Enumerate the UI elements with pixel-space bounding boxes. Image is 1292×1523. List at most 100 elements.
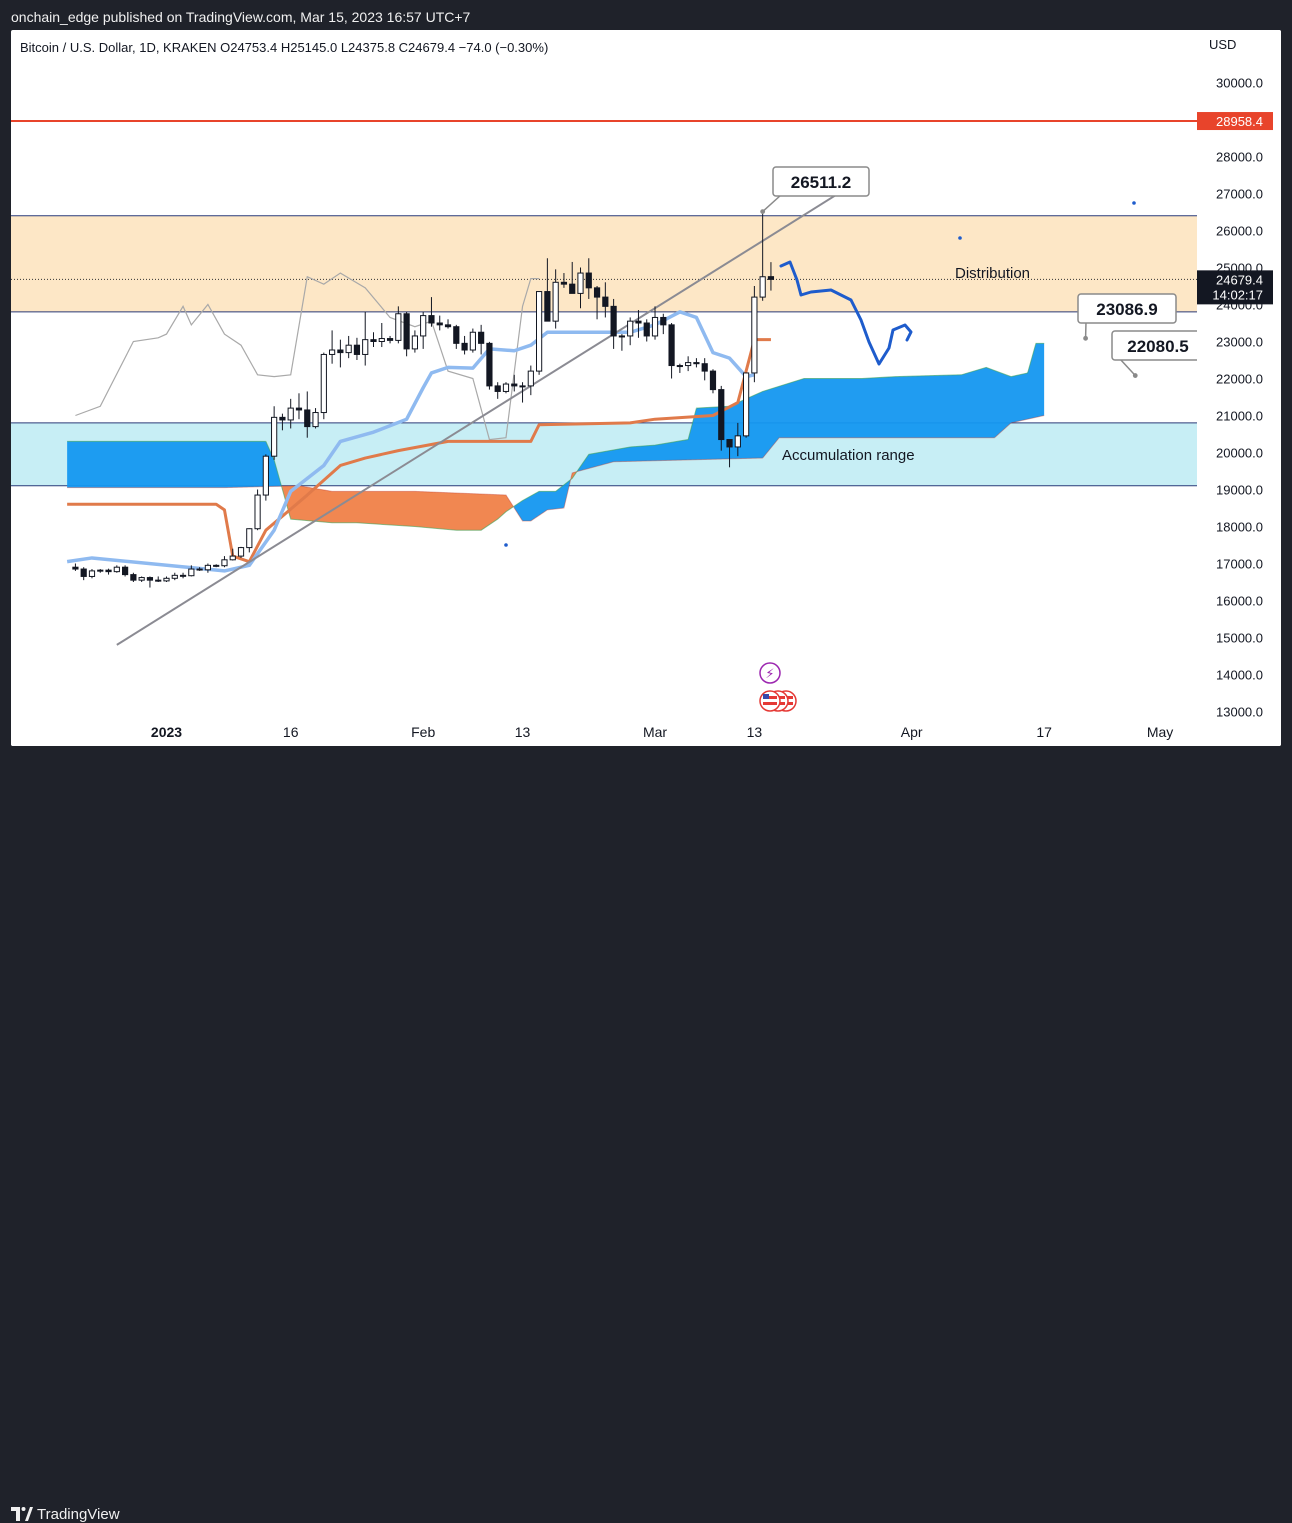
time-tick-label: Apr: [901, 724, 923, 740]
candle-body: [123, 567, 128, 574]
candle-body: [354, 345, 359, 354]
candle-body: [570, 284, 575, 293]
candle-body: [487, 343, 492, 386]
candle-body: [139, 578, 144, 581]
candle-body: [686, 363, 691, 366]
axis-layer: 13000.014000.015000.016000.017000.018000…: [11, 30, 1281, 746]
candle-body: [197, 569, 202, 570]
candle-body: [238, 548, 243, 557]
candle-body: [280, 417, 285, 420]
candle-body: [677, 366, 682, 367]
price-tick-label: 23000.0: [1216, 335, 1263, 350]
time-tick-label: 16: [283, 724, 299, 740]
accumulation-label: Accumulation range: [782, 447, 915, 464]
time-tick-label: 2023: [151, 724, 182, 740]
candle-body: [73, 567, 78, 569]
candle-body: [528, 371, 533, 386]
candle-body: [719, 390, 724, 440]
price-tick-label: 18000.0: [1216, 520, 1263, 535]
candle-body: [296, 408, 301, 410]
time-tick-label: 13: [515, 724, 531, 740]
price-tick-label: 16000.0: [1216, 594, 1263, 609]
candle-body: [263, 456, 268, 495]
drawing-dot: [1132, 201, 1136, 205]
candle-body: [429, 316, 434, 323]
callout-label: 23086.9: [1096, 300, 1157, 319]
candle-body: [603, 297, 608, 306]
candle-body: [89, 571, 94, 577]
candle-body: [644, 323, 649, 336]
callout-label: 26511.2: [791, 173, 852, 192]
candle-body: [512, 384, 517, 386]
candle-body: [313, 413, 318, 427]
candlestick-chart[interactable]: Distribution Accumulation range 26511.2 230…: [11, 30, 1281, 746]
callout-anchor: [1133, 373, 1138, 378]
candle-body: [131, 575, 136, 581]
candle-body: [172, 575, 177, 578]
candle-body: [628, 321, 633, 336]
candle-body: [503, 384, 508, 391]
footer: TradingView: [0, 746, 1292, 786]
candle-body: [156, 580, 161, 581]
chart-panel[interactable]: Distribution Accumulation range 26511.2 230…: [11, 30, 1281, 746]
candle-body: [255, 495, 260, 529]
cloud-bearish-segment: [282, 486, 513, 530]
candle-body: [147, 578, 152, 581]
currency-label: USD: [1209, 37, 1236, 52]
candle-body: [98, 570, 103, 571]
candle-body: [702, 364, 707, 371]
resistance-price-label: 28958.4: [1216, 114, 1263, 129]
candle-body: [586, 273, 591, 288]
candle-body: [752, 297, 757, 373]
legend-line: Bitcoin / U.S. Dollar, 1D, KRAKEN O24753…: [20, 40, 548, 55]
candle-body: [387, 339, 392, 341]
published-line: onchain_edge published on TradingView.co…: [11, 9, 470, 25]
candle-body: [205, 565, 210, 569]
candle-body: [396, 314, 401, 341]
time-axis-panel: [11, 712, 1197, 746]
candle-body: [578, 273, 583, 293]
drawing-dot: [504, 543, 508, 547]
candle-body: [479, 332, 484, 343]
candle-body: [768, 277, 773, 280]
candle-body: [661, 317, 666, 324]
price-tick-label: 14000.0: [1216, 668, 1263, 683]
candle-body: [114, 567, 119, 571]
candle-body: [189, 569, 194, 576]
candle-body: [445, 325, 450, 327]
candle-body: [371, 340, 376, 342]
time-tick-label: Feb: [411, 724, 435, 740]
candle-body: [305, 410, 310, 427]
distribution-label: Distribution: [955, 265, 1030, 282]
time-tick-label: 13: [747, 724, 763, 740]
time-tick-label: Mar: [643, 724, 667, 740]
candle-body: [553, 282, 558, 321]
callout-label: 22080.5: [1127, 337, 1188, 356]
callout-anchor: [760, 209, 765, 214]
candle-body: [247, 529, 252, 548]
current-price-label: 24679.4: [1216, 272, 1263, 287]
candle-body: [412, 336, 417, 349]
countdown-label: 14:02:17: [1212, 287, 1263, 302]
price-tick-label: 13000.0: [1216, 705, 1263, 720]
candle-body: [330, 350, 335, 354]
price-tick-label: 21000.0: [1216, 409, 1263, 424]
price-tick-label: 26000.0: [1216, 224, 1263, 239]
price-tick-label: 20000.0: [1216, 446, 1263, 461]
callout-anchor: [1083, 336, 1088, 341]
tradingview-logo[interactable]: TradingView: [11, 1505, 120, 1523]
candle-body: [404, 314, 409, 349]
price-tick-label: 27000.0: [1216, 187, 1263, 202]
candle-body: [346, 345, 351, 352]
price-tick-label: 19000.0: [1216, 483, 1263, 498]
publish-header: onchain_edge published on TradingView.co…: [0, 0, 1292, 30]
candle-body: [760, 277, 765, 297]
candle-body: [222, 560, 227, 566]
candle-body: [379, 339, 384, 342]
candle-body: [470, 332, 475, 350]
callout-pointer: [763, 195, 781, 212]
candle-body: [272, 417, 277, 456]
flag-stripe: [763, 702, 777, 705]
time-tick-label: 17: [1036, 724, 1052, 740]
candle-body: [214, 565, 219, 566]
